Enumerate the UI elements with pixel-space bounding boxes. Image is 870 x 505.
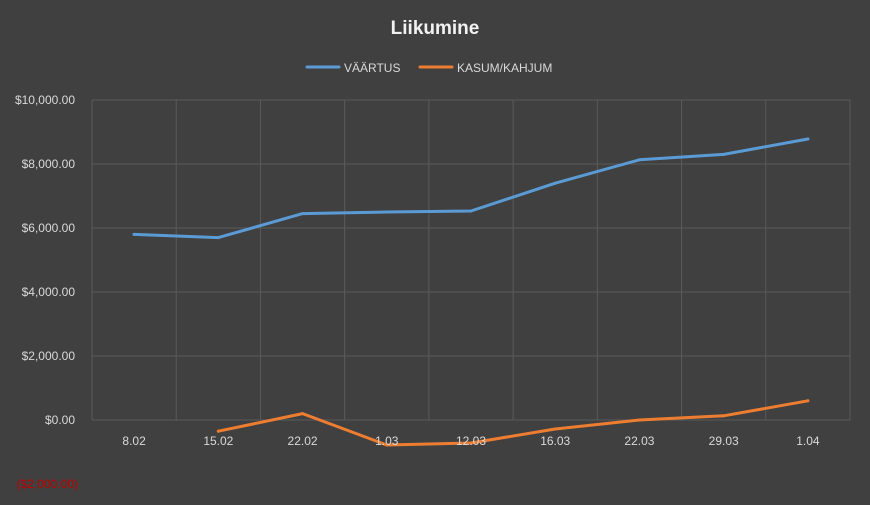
x-tick-label: 29.03 xyxy=(709,434,739,448)
legend: VÄÄRTUS KASUM/KAHJUM xyxy=(305,61,552,75)
data-point xyxy=(637,418,641,422)
data-point xyxy=(553,181,557,185)
y-tick-label: $2,000.00 xyxy=(22,349,76,363)
y-axis-ticks: $10,000.00 $8,000.00 $6,000.00 $4,000.00 $2,… xyxy=(15,93,78,491)
gridlines xyxy=(91,99,851,421)
data-point xyxy=(553,427,557,431)
y-tick-label: $6,000.00 xyxy=(22,221,76,235)
y-tick-label: $4,000.00 xyxy=(22,285,76,299)
data-point xyxy=(216,429,220,433)
series-line-0 xyxy=(132,137,810,240)
data-point xyxy=(132,232,136,236)
series-line-1 xyxy=(216,399,810,447)
legend-label-kasum-kahjum: KASUM/KAHJUM xyxy=(457,61,552,75)
x-tick-label: 8.02 xyxy=(122,434,146,448)
data-point xyxy=(469,209,473,213)
data-point xyxy=(722,414,726,418)
data-point xyxy=(806,137,810,141)
y-tick-label: $10,000.00 xyxy=(15,93,75,107)
y-tick-label: $8,000.00 xyxy=(22,157,76,171)
x-tick-label: 15.02 xyxy=(203,434,233,448)
data-point xyxy=(216,236,220,240)
data-point xyxy=(301,412,305,416)
data-point xyxy=(301,212,305,216)
y-tick-label: $0.00 xyxy=(45,413,75,427)
legend-label-vaartus: VÄÄRTUS xyxy=(344,61,400,75)
x-tick-label: 16.03 xyxy=(540,434,570,448)
x-tick-label: 22.03 xyxy=(624,434,654,448)
series-lines xyxy=(132,137,810,447)
data-point xyxy=(385,210,389,214)
x-tick-label: 22.02 xyxy=(288,434,318,448)
y-tick-label: ($2,000.00) xyxy=(17,477,78,491)
x-tick-label: 12.03 xyxy=(456,434,486,448)
data-point xyxy=(722,152,726,156)
data-point xyxy=(637,158,641,162)
data-point xyxy=(806,399,810,403)
chart-title: Liikumine xyxy=(391,18,480,39)
data-point xyxy=(385,443,389,447)
data-point xyxy=(469,441,473,445)
x-axis-ticks: 8.02 15.02 22.02 1.03 12.03 16.03 22.03 29.03 1.… xyxy=(122,434,819,448)
x-tick-label: 1.03 xyxy=(375,434,399,448)
x-tick-label: 1.04 xyxy=(796,434,820,448)
